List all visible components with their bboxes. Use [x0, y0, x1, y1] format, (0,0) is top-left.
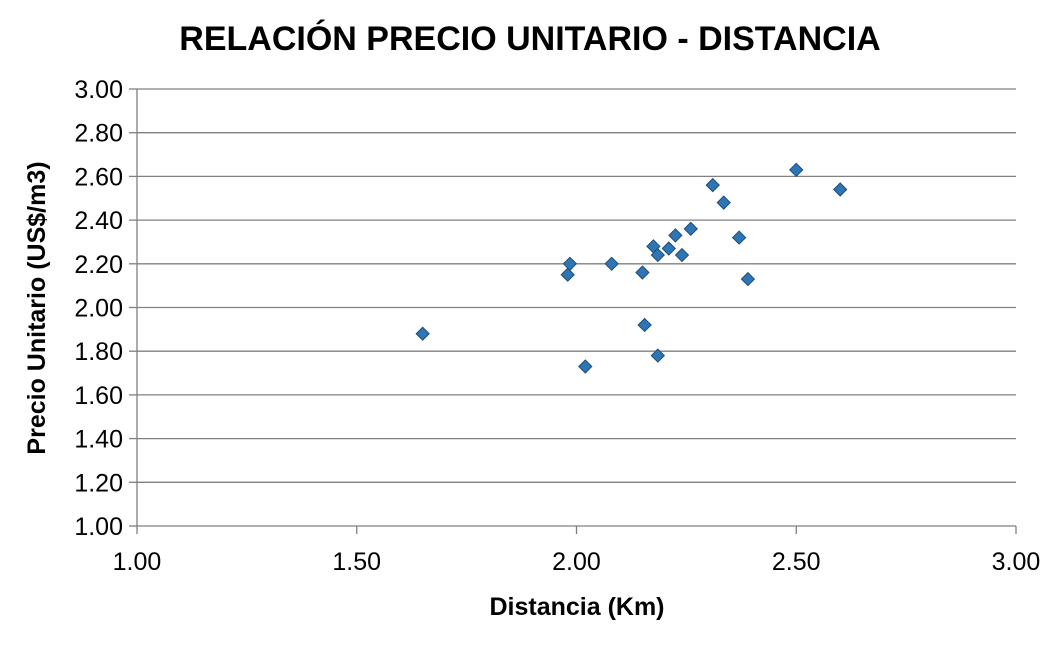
- data-point: [562, 256, 578, 272]
- data-point: [661, 241, 677, 256]
- data-point: [832, 182, 848, 197]
- data-point: [705, 177, 720, 193]
- y-tick-label: 1.00: [74, 513, 123, 541]
- data-point: [560, 267, 575, 282]
- data-point: [716, 195, 731, 210]
- data-point: [578, 359, 593, 374]
- y-tick-label: 2.20: [74, 251, 123, 279]
- data-point: [604, 256, 619, 272]
- data-point: [637, 317, 652, 333]
- y-tick-label: 1.80: [74, 338, 123, 366]
- x-tick-label: 2.50: [772, 548, 821, 576]
- x-tick-label: 3.00: [992, 548, 1041, 576]
- y-tick-label: 2.40: [74, 207, 123, 235]
- data-point: [650, 247, 666, 263]
- chart-title: RELACIÓN PRECIO UNITARIO - DISTANCIA: [179, 20, 880, 58]
- gridlines: [137, 88, 1016, 483]
- x-tick-label: 1.00: [113, 548, 162, 576]
- data-point: [683, 221, 698, 237]
- axes: [129, 88, 1017, 534]
- x-tick-label: 1.50: [332, 548, 381, 576]
- data-point: [789, 162, 804, 178]
- y-tick-label: 1.40: [74, 426, 123, 454]
- y-tick-label: 1.60: [74, 382, 123, 410]
- y-tick-label: 1.20: [74, 469, 123, 497]
- data-point: [635, 265, 650, 280]
- y-tick-label: 2.00: [74, 295, 123, 323]
- data-point: [740, 271, 756, 287]
- y-tick-label: 3.00: [74, 76, 123, 104]
- y-tick-label: 2.60: [74, 163, 123, 191]
- data-point: [731, 230, 747, 245]
- x-tick-label: 2.00: [552, 548, 601, 576]
- x-tick-labels: 1.00 1.50 2.00 2.50 3.00: [113, 548, 1041, 576]
- data-point: [650, 348, 666, 363]
- y-tick-label: 2.80: [74, 120, 123, 148]
- data-points: [415, 162, 848, 374]
- y-axis-title: Precio Unitario (US$/m3): [23, 161, 51, 454]
- data-point: [674, 247, 690, 263]
- data-point: [668, 228, 683, 243]
- y-tick-labels: 1.00 1.20 1.40 1.60 1.80 2.00 2.20 2.40 2.60 2.80…: [74, 76, 123, 541]
- x-axis-title: Distancia (Km): [489, 593, 664, 621]
- data-point: [415, 326, 430, 341]
